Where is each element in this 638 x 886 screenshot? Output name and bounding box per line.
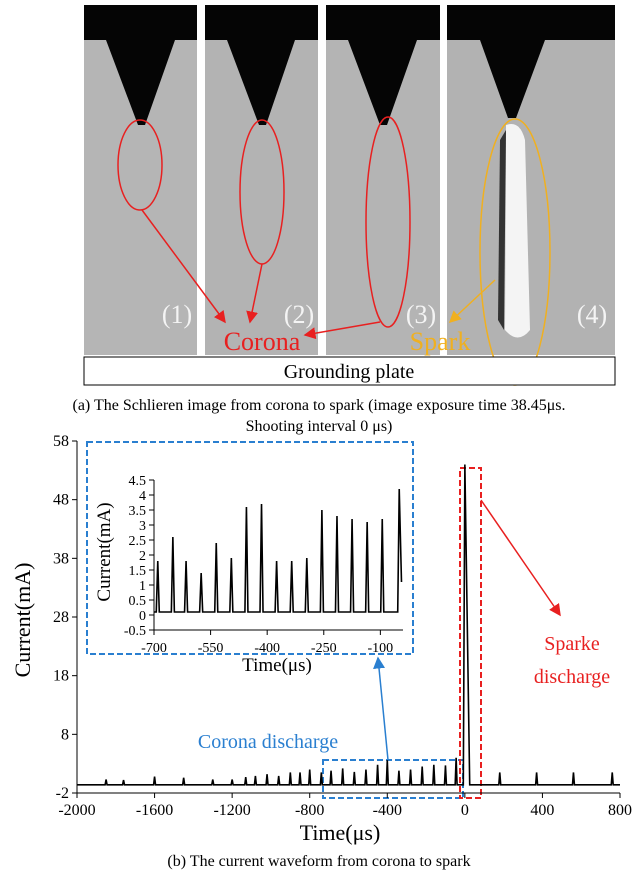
schlieren-photos	[84, 5, 615, 386]
corona-label: Corona	[224, 327, 301, 356]
spark-box	[459, 467, 482, 799]
y-tick-label: 48	[53, 492, 69, 509]
y-tick-label: 8	[61, 726, 69, 743]
x-tick-label: -550	[198, 641, 224, 656]
inset-y-axis-title: Current(mA)	[94, 502, 115, 601]
y-tick-label: 1.5	[129, 564, 147, 579]
annotation: discharge	[534, 666, 610, 688]
x-axis-title: Time(μs)	[300, 820, 381, 845]
frame-label: (3)	[406, 300, 436, 329]
y-tick-label: 0.5	[129, 594, 147, 609]
y-axis-title: Current(mA)	[10, 563, 35, 678]
caption: (a) The Schlieren image from corona to s…	[72, 397, 565, 414]
arrow	[373, 656, 389, 761]
frame-label: (2)	[284, 300, 314, 329]
annotation: Sparke	[544, 633, 600, 655]
x-tick-label: -2000	[58, 802, 95, 819]
x-tick-label: -400	[254, 641, 280, 656]
grounding-plate	[83, 356, 616, 386]
inset-x-axis-title: Time(μs)	[242, 655, 312, 676]
y-tick-label: 1	[139, 579, 146, 594]
y-tick-label: 4	[139, 489, 146, 504]
x-tick-label: -250	[311, 641, 337, 656]
y-tick-label: 4.5	[129, 474, 147, 489]
y-tick-label: 2	[139, 549, 146, 564]
x-tick-label: 0	[461, 802, 469, 819]
caption: (b) The current waveform from corona to …	[167, 853, 470, 870]
y-tick-label: 28	[53, 609, 69, 626]
data-line	[154, 488, 403, 613]
y-tick-label: 38	[53, 550, 69, 567]
frame-label: (4)	[577, 300, 607, 329]
y-tick-label: 3.5	[129, 504, 147, 519]
y-tick-label: 18	[53, 668, 69, 685]
y-tick-label: -0.5	[124, 624, 146, 639]
x-tick-label: -700	[141, 641, 167, 656]
y-tick-label: 0	[139, 609, 146, 624]
y-tick-label: -2	[56, 785, 69, 802]
y-tick-label: 3	[139, 519, 146, 534]
arrow	[480, 499, 561, 617]
plate-label: Grounding plate	[284, 361, 415, 383]
spark-label: Spark	[410, 327, 471, 356]
caption: Shooting interval 0 μs)	[246, 418, 393, 435]
x-tick-label: -100	[368, 641, 394, 656]
data-line	[77, 464, 620, 786]
x-tick-label: -1200	[213, 802, 250, 819]
x-tick-label: -1600	[136, 802, 173, 819]
annotation: Corona discharge	[198, 731, 338, 753]
x-tick-label: 800	[608, 802, 632, 819]
x-tick-label: -800	[295, 802, 324, 819]
frame-label: (1)	[162, 300, 192, 329]
x-tick-label: -400	[373, 802, 402, 819]
y-tick-label: 2.5	[129, 534, 147, 549]
inset-box	[86, 441, 414, 655]
x-tick-label: 400	[530, 802, 554, 819]
y-tick-label: 58	[53, 433, 69, 450]
